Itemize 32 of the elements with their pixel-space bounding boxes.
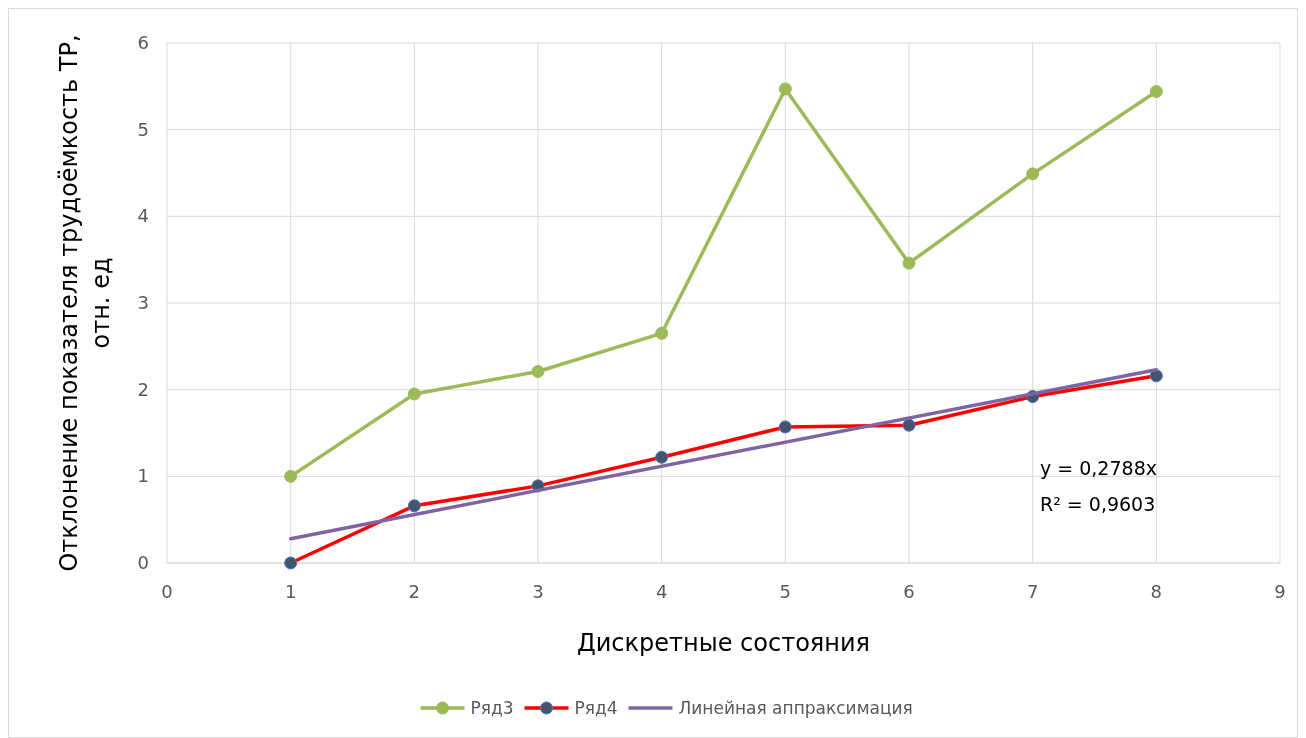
y-axis-title: Отклонение показателя трудоёмкость ТР, отн. ед <box>55 34 115 572</box>
x-tick-label: 9 <box>1274 581 1286 602</box>
legend-label: Ряд3 <box>470 698 514 718</box>
legend-label: Линейная аппраксимация <box>678 698 913 718</box>
x-tick-label: 1 <box>284 581 297 602</box>
point <box>1026 167 1040 181</box>
point <box>655 326 669 340</box>
y-tick-label: 3 <box>137 292 149 313</box>
y-tick-label: 1 <box>137 465 149 487</box>
x-tick-label: 5 <box>779 581 792 602</box>
point <box>778 82 792 96</box>
y-tick-label: 4 <box>137 205 149 227</box>
point <box>1149 85 1163 99</box>
y-tick-label: 2 <box>137 378 149 400</box>
x-tick-label: 2 <box>408 581 421 602</box>
legend-label: Ряд4 <box>574 698 618 718</box>
x-tick-label: 6 <box>903 581 915 602</box>
point <box>902 256 916 270</box>
annotation: R² = 0,9603 <box>1040 493 1156 515</box>
y-tick-label: 5 <box>137 118 149 140</box>
annotation: y = 0,2788x <box>1040 457 1157 479</box>
x-tick-label: 0 <box>161 581 173 602</box>
x-tick-label: 4 <box>655 581 668 602</box>
x-tick-label: 7 <box>1026 581 1039 602</box>
point <box>407 387 421 401</box>
x-axis-title: Дискретные состояния <box>577 629 870 657</box>
point <box>284 469 298 483</box>
y-tick-label: 6 <box>137 32 149 53</box>
point <box>531 364 545 378</box>
x-tick-label: 8 <box>1150 581 1163 602</box>
y-tick-label: 0 <box>137 552 149 573</box>
x-tick-label: 3 <box>532 581 544 602</box>
